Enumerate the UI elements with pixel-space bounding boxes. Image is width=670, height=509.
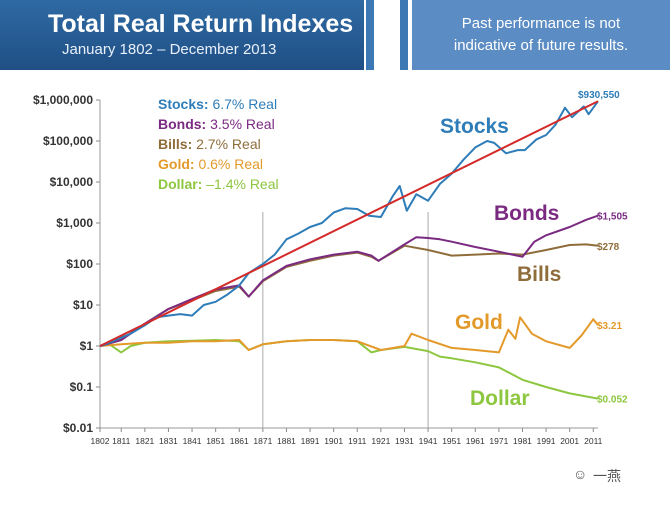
legend-entry: Bills: 2.7% Real xyxy=(158,136,261,152)
wechat-icon: ☺ xyxy=(573,466,588,482)
header-stripe xyxy=(366,0,374,70)
x-tick-label: 1951 xyxy=(442,436,461,446)
legend-entry: Gold: 0.6% Real xyxy=(158,156,263,172)
disclaimer-banner xyxy=(412,0,670,70)
x-tick-label: 1861 xyxy=(230,436,249,446)
x-tick-label: 1911 xyxy=(348,436,367,446)
chart-title: Total Real Return Indexes xyxy=(48,10,354,38)
disclaimer-line-2: indicative of future results. xyxy=(453,37,629,54)
x-tick-label: 1802 xyxy=(91,436,110,446)
series-label-gold: Gold xyxy=(455,311,503,334)
y-tick-label: $0.01 xyxy=(63,421,93,435)
watermark-text: 一燕 xyxy=(593,468,621,484)
end-label-bonds: $1,505 xyxy=(597,212,628,223)
plot-background xyxy=(6,72,662,498)
x-tick-label: 1811 xyxy=(112,436,131,446)
legend-value: 2.7% Real xyxy=(196,136,261,152)
x-tick-label: 1981 xyxy=(513,436,532,446)
chart-subtitle: January 1802 – December 2013 xyxy=(62,41,277,58)
legend-value: 0.6% Real xyxy=(198,156,263,172)
y-tick-label: $1,000 xyxy=(56,216,93,230)
legend-value: –1.4% Real xyxy=(206,176,278,192)
legend-name: Dollar: xyxy=(158,176,206,192)
legend-name: Bills: xyxy=(158,136,196,152)
y-tick-label: $1,000,000 xyxy=(33,93,93,107)
x-tick-label: 1871 xyxy=(253,436,272,446)
x-tick-label: 1831 xyxy=(159,436,178,446)
legend-entry: Bonds: 3.5% Real xyxy=(158,116,275,132)
x-tick-label: 2001 xyxy=(560,436,579,446)
x-tick-label: 1961 xyxy=(466,436,485,446)
x-tick-label: 1971 xyxy=(489,436,508,446)
x-tick-label: 1991 xyxy=(537,436,556,446)
header-banner xyxy=(0,0,364,70)
y-tick-label: $100 xyxy=(66,257,93,271)
series-line-gold xyxy=(99,316,599,354)
y-tick-label: $0.1 xyxy=(70,380,94,394)
x-tick-label: 1851 xyxy=(206,436,225,446)
y-tick-label: $100,000 xyxy=(43,134,93,148)
disclaimer-line-1: Past performance is not xyxy=(461,15,621,32)
x-tick-label: 1921 xyxy=(371,436,390,446)
legend-value: 6.7% Real xyxy=(212,96,277,112)
legend-name: Bonds: xyxy=(158,116,210,132)
x-tick-label: 1931 xyxy=(395,436,414,446)
legend-name: Gold: xyxy=(158,156,198,172)
legend-name: Stocks: xyxy=(158,96,212,112)
series-label-bonds: Bonds xyxy=(494,202,559,225)
x-tick-label: 1941 xyxy=(419,436,438,446)
x-tick-label: 1881 xyxy=(277,436,296,446)
x-tick-label: 1841 xyxy=(183,436,202,446)
header-stripe-2 xyxy=(400,0,408,70)
end-label-dollar: $0.052 xyxy=(597,395,628,406)
x-tick-label: 2011 xyxy=(584,436,603,446)
series-label-stocks: Stocks xyxy=(440,115,509,138)
series-label-dollar: Dollar xyxy=(470,387,530,410)
series-line-stocks xyxy=(99,100,599,347)
end-label-bills: $278 xyxy=(597,242,620,253)
x-tick-label: 1891 xyxy=(301,436,320,446)
trend-line xyxy=(99,100,599,347)
x-tick-label: 1901 xyxy=(324,436,343,446)
y-tick-label: $10 xyxy=(73,298,93,312)
legend-entry: Dollar: –1.4% Real xyxy=(158,176,279,192)
legend-entry: Stocks: 6.7% Real xyxy=(158,96,277,112)
end-label-gold: $3.21 xyxy=(597,321,622,332)
y-tick-label: $10,000 xyxy=(50,175,94,189)
x-tick-label: 1821 xyxy=(135,436,154,446)
end-label-stocks: $930,550 xyxy=(578,90,620,101)
y-tick-label: $1 xyxy=(80,339,94,353)
series-label-bills: Bills xyxy=(517,263,561,286)
series-line-bills xyxy=(99,243,599,347)
legend-value: 3.5% Real xyxy=(210,116,275,132)
